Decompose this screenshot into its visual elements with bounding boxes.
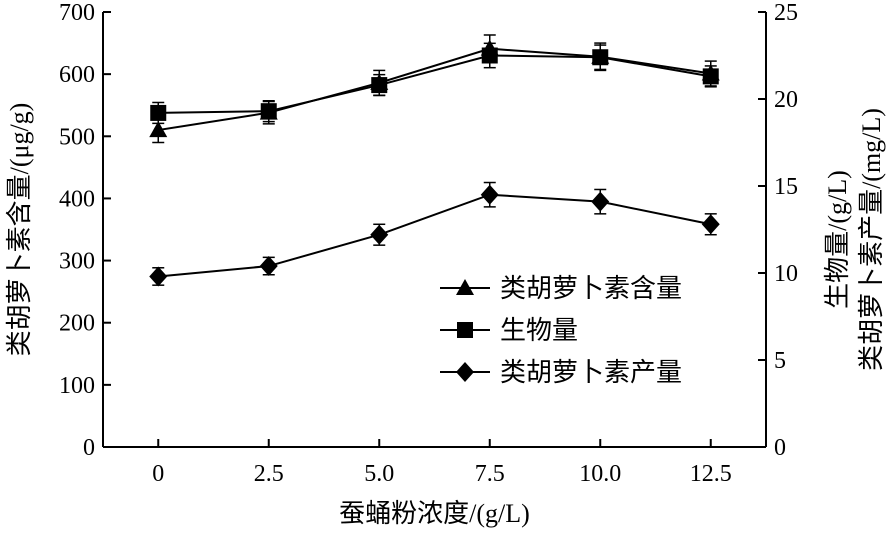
data-point (702, 68, 719, 85)
y-left-tick-label: 400 (59, 186, 95, 212)
y-left-tick-label: 700 (59, 0, 95, 26)
legend-label: 类胡萝卜素产量 (500, 358, 682, 387)
data-point (701, 214, 720, 235)
data-point (481, 47, 498, 64)
data-point (370, 224, 389, 245)
data-point (149, 266, 168, 287)
series-line (158, 193, 711, 278)
y-left-tick-label: 600 (59, 62, 95, 88)
data-point (259, 256, 278, 277)
axes: 0 100 200 300 400 500 600 700 0 5 10 15 20 25 0 2.5 5.0 7… (59, 0, 798, 487)
y-right-tick-label: 10 (774, 261, 798, 287)
data-point (592, 49, 609, 66)
legend-marker (456, 279, 474, 295)
legend-label: 生物量 (500, 316, 578, 345)
x-tick-label: 5.0 (364, 461, 394, 487)
data-point (260, 103, 277, 120)
y-left-tick-label: 500 (59, 124, 95, 150)
data-point (149, 121, 168, 138)
y-left-tick-label: 300 (59, 249, 95, 275)
x-tick-label: 0 (152, 461, 164, 487)
y-axis-right-label-biomass: 生物量/(g/L) (823, 170, 852, 309)
series-1 (149, 34, 720, 144)
y-right-tick-label: 0 (774, 435, 786, 461)
y-left-tick-label: 100 (59, 373, 95, 399)
series-layer (149, 34, 720, 287)
y-right-tick-label: 5 (774, 348, 786, 374)
y-right-tick-label: 25 (774, 0, 798, 26)
data-point (480, 184, 499, 205)
y-left-tick-label: 200 (59, 311, 95, 337)
legend-marker (456, 362, 474, 382)
series-3 (149, 181, 720, 287)
y-right-tick-label: 20 (774, 87, 798, 113)
series-line (158, 54, 711, 114)
y-right-tick-label: 15 (774, 174, 798, 200)
x-tick-label: 2.5 (254, 461, 284, 487)
x-tick-label: 12.5 (690, 461, 732, 487)
data-point (371, 77, 388, 94)
legend-label: 类胡萝卜素含量 (500, 274, 682, 303)
x-axis-label: 蚕蛹粉浓度/(g/L) (339, 499, 530, 528)
x-tick-label: 10.0 (579, 461, 621, 487)
y-axis-right-label-yield: 类胡萝卜素产量/(mg/L) (857, 108, 886, 371)
legend-marker (457, 322, 473, 338)
series-line (158, 47, 711, 132)
y-axis-left-label: 类胡萝卜素含量/(μg/g) (5, 103, 34, 357)
x-tick-label: 7.5 (475, 461, 505, 487)
data-point (150, 104, 167, 121)
data-point (591, 191, 610, 212)
y-left-tick-label: 0 (83, 435, 95, 461)
series-2 (150, 42, 719, 125)
